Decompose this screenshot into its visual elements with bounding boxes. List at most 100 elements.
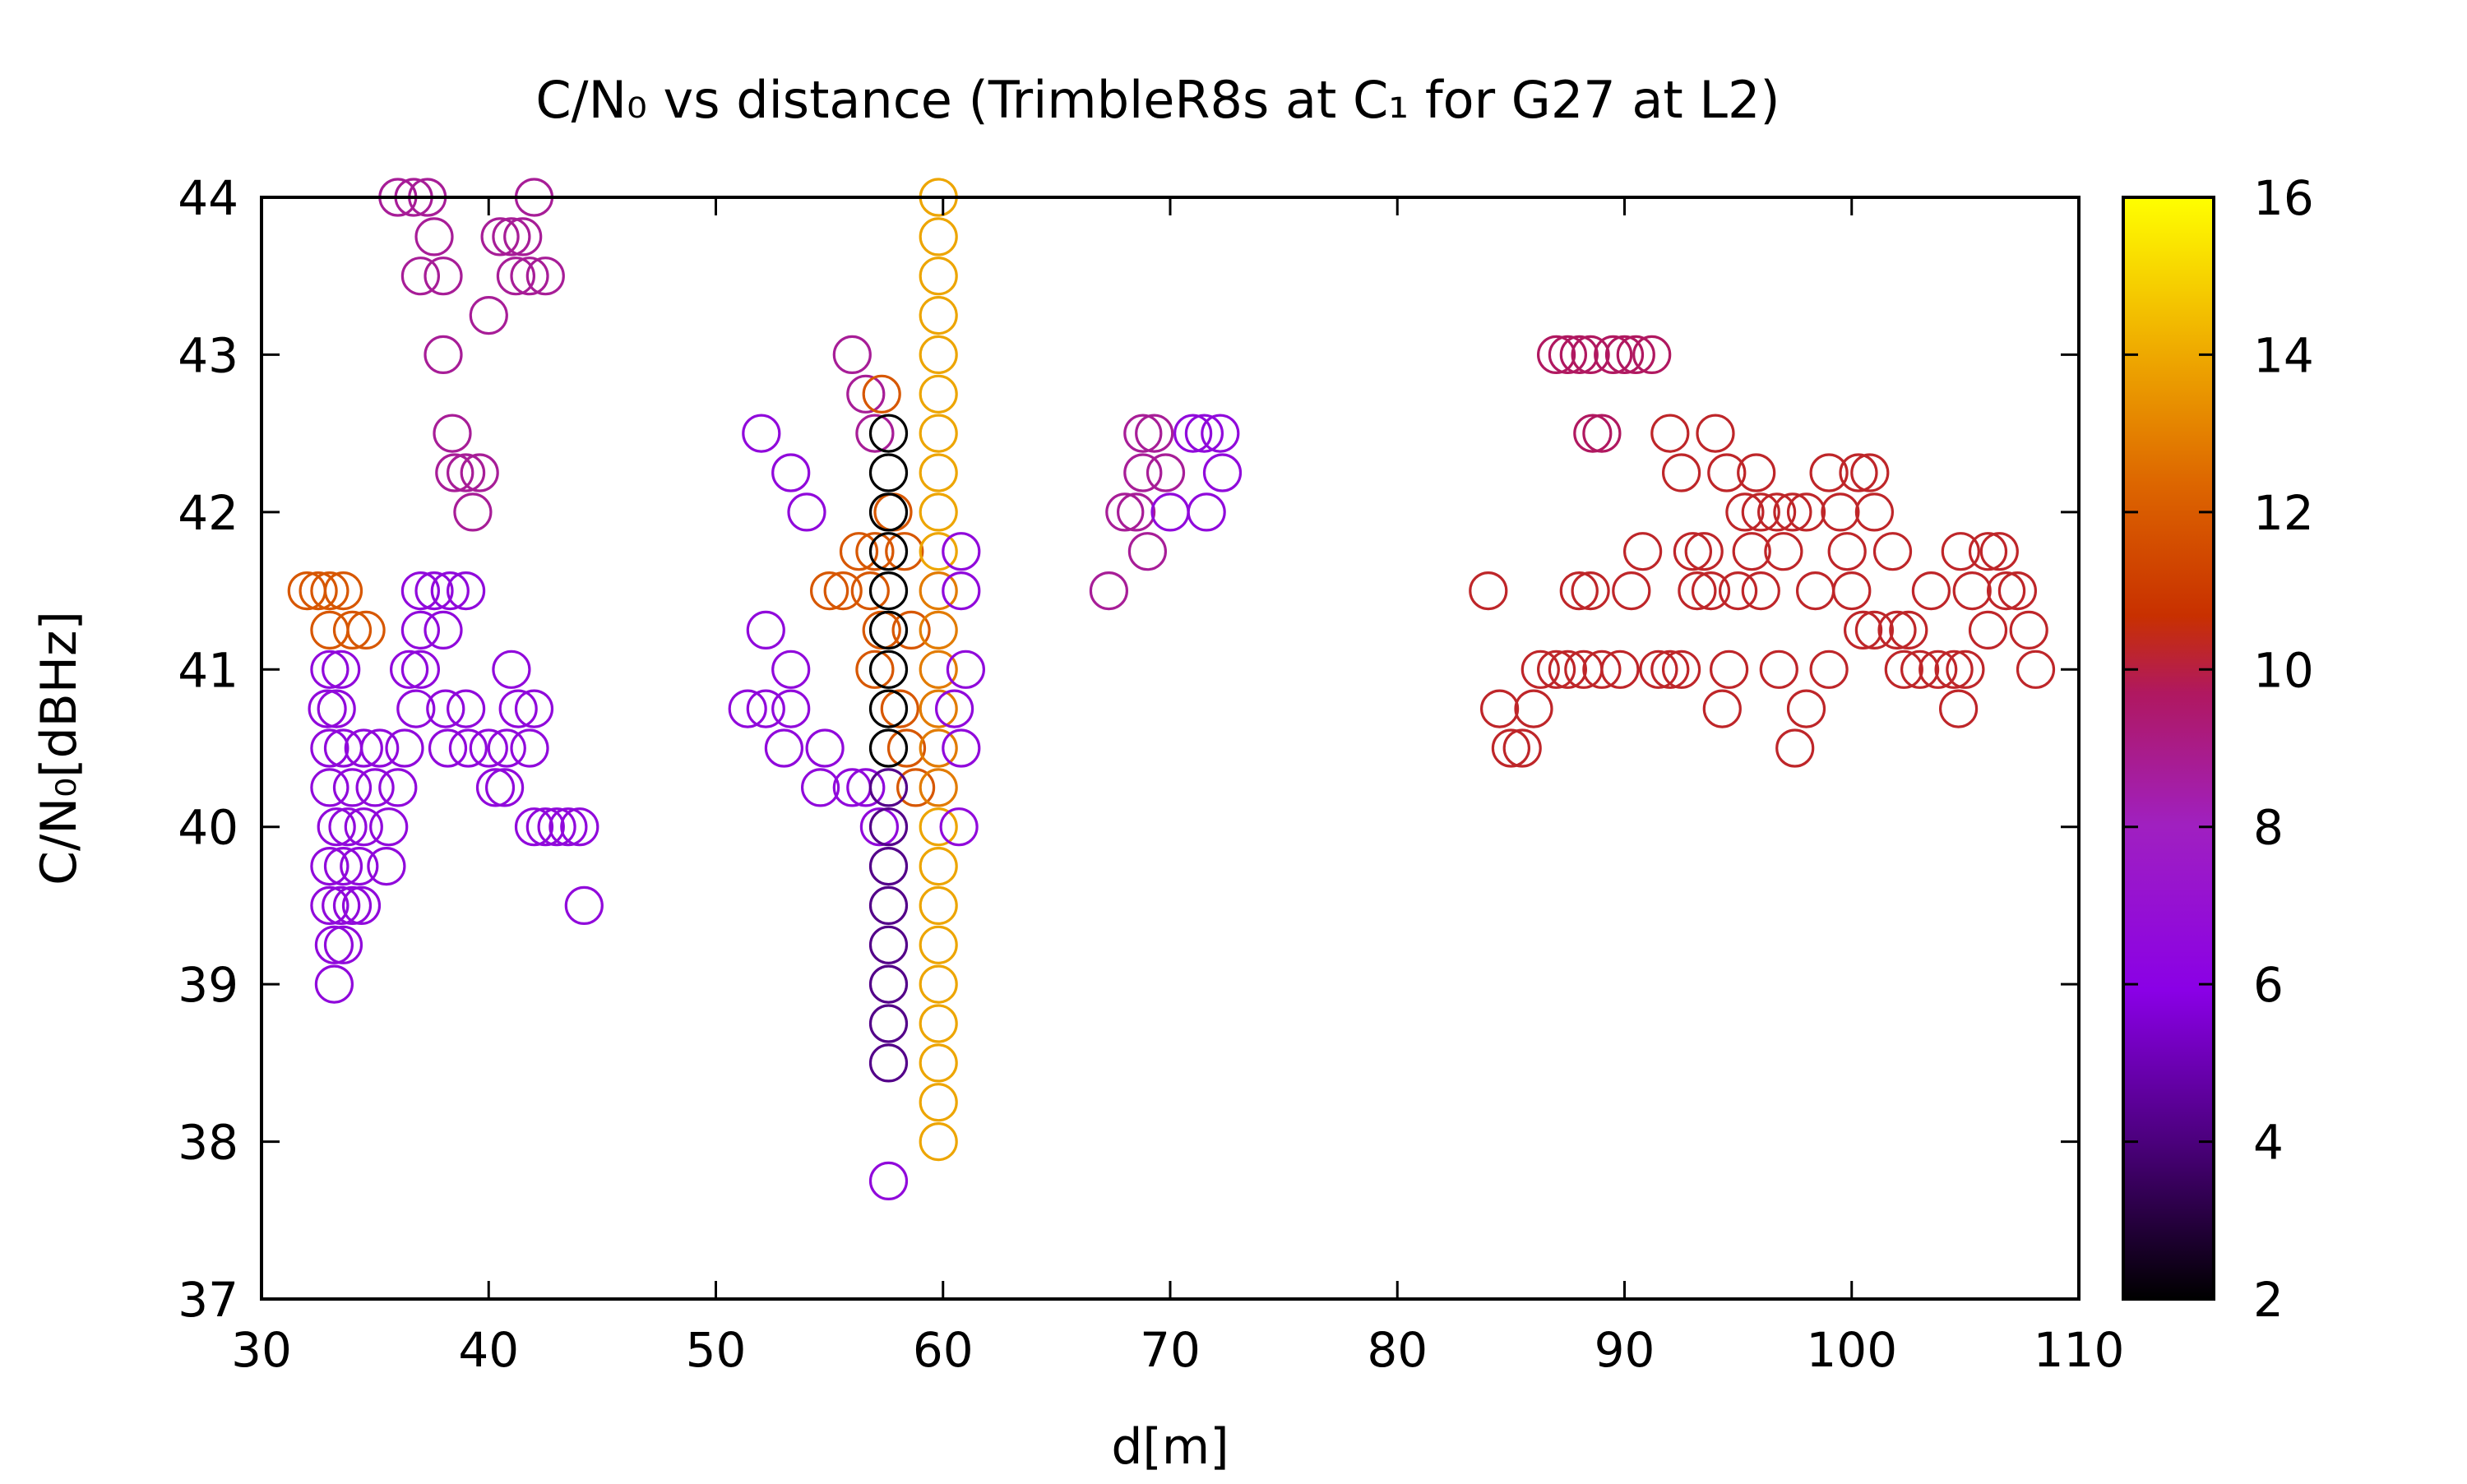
data-point: [1582, 650, 1622, 689]
data-point: [308, 689, 347, 728]
data-point: [868, 768, 909, 807]
data-point: [823, 571, 863, 611]
data-point: [435, 453, 474, 492]
data-point: [832, 335, 872, 374]
data-point: [503, 217, 543, 257]
data-point: [771, 453, 811, 492]
data-point: [868, 571, 909, 611]
data-point: [728, 689, 767, 728]
data-point: [868, 532, 909, 571]
data-point: [862, 374, 901, 414]
data-point: [919, 964, 958, 1004]
data-point: [400, 610, 440, 650]
data-point: [868, 807, 909, 847]
colorbar-tick-label: 4: [2253, 1115, 2284, 1171]
data-point: [1854, 610, 1894, 650]
data-point: [1702, 689, 1742, 728]
x-tick-label: 40: [458, 1322, 519, 1378]
y-tick-label: 40: [178, 800, 238, 856]
x-axis-title: d[m]: [1111, 1418, 1229, 1476]
data-point: [492, 650, 531, 689]
data-point: [1839, 453, 1878, 492]
data-point: [1691, 571, 1731, 611]
data-point: [1559, 571, 1599, 611]
data-point: [469, 728, 508, 768]
x-tick-label: 90: [1595, 1322, 1655, 1378]
data-point: [868, 650, 909, 689]
data-point: [424, 257, 463, 296]
data-point: [1764, 532, 1803, 571]
data-point: [317, 807, 356, 847]
data-point: [1678, 571, 1717, 611]
data-point: [1146, 453, 1186, 492]
y-tick-label: 41: [178, 642, 238, 698]
x-axis: 30 40 50 60 70 80 90 100 110: [231, 197, 2124, 1378]
data-point: [1809, 453, 1849, 492]
data-point: [1968, 532, 2008, 571]
data-point: [868, 453, 909, 492]
data-point: [1201, 414, 1240, 453]
data-point: [1616, 335, 1655, 374]
data-point: [771, 650, 811, 689]
data-point: [1604, 335, 1645, 374]
data-point: [400, 257, 440, 296]
data-point: [1827, 532, 1867, 571]
data-point: [891, 610, 931, 650]
data-point: [855, 532, 895, 571]
data-point: [919, 335, 958, 374]
data-point: [919, 217, 958, 257]
data-point: [1202, 453, 1243, 492]
data-point: [378, 768, 418, 807]
data-point: [1941, 532, 1980, 571]
data-point: [314, 964, 354, 1004]
data-point: [469, 296, 508, 335]
colorbar: [2122, 196, 2215, 1301]
data-point: [919, 768, 958, 807]
data-point: [1187, 492, 1226, 532]
data-point: [1773, 492, 1812, 532]
data-point: [868, 885, 909, 926]
data-point: [919, 492, 958, 532]
data-point: [310, 571, 349, 611]
data-point: [919, 610, 958, 650]
data-point: [310, 650, 349, 689]
data-point: [742, 414, 781, 453]
data-point: [919, 846, 958, 886]
data-point: [839, 532, 879, 571]
data-point: [1173, 414, 1213, 453]
data-point: [414, 571, 454, 611]
data-point: [299, 571, 338, 611]
data-point: [868, 492, 909, 532]
data-point: [314, 925, 354, 964]
data-point: [868, 689, 909, 728]
data-point: [1900, 650, 1940, 689]
data-point: [855, 414, 895, 453]
y-tick-label: 43: [178, 327, 238, 383]
data-point: [344, 807, 383, 847]
data-point: [919, 925, 958, 964]
data-point: [1796, 571, 1835, 611]
data-point: [496, 257, 536, 296]
x-tick-label: 110: [2034, 1322, 2125, 1378]
data-point: [868, 610, 909, 650]
data-point: [886, 728, 927, 768]
data-point: [1639, 650, 1678, 689]
data-point: [1968, 610, 2008, 650]
data-point: [1786, 492, 1826, 532]
data-point: [746, 689, 785, 728]
data-point: [919, 532, 958, 571]
data-point: [919, 689, 958, 728]
data-point: [346, 610, 386, 650]
data-point: [880, 689, 919, 728]
data-points: [287, 178, 2056, 1201]
data-point: [560, 807, 599, 847]
colorbar-tick-label: 2: [2253, 1272, 2284, 1328]
data-point: [1116, 492, 1156, 532]
data-point: [1612, 571, 1651, 611]
data-point: [310, 610, 349, 650]
data-point: [1650, 650, 1690, 689]
data-point: [332, 610, 373, 650]
data-point: [428, 728, 468, 768]
data-point: [323, 846, 363, 886]
data-point: [1854, 492, 1894, 532]
